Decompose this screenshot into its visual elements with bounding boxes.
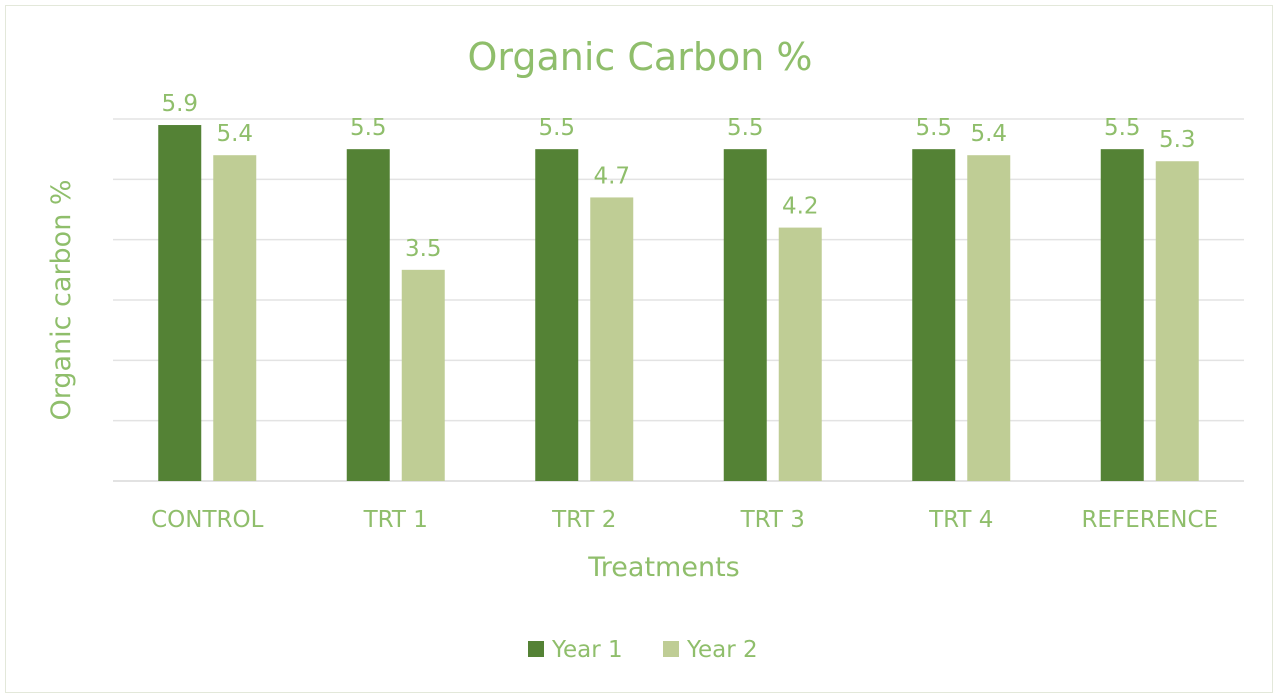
data-label: 4.7 [593, 163, 630, 189]
bar [723, 149, 767, 481]
data-label: 5.5 [350, 115, 387, 141]
bar [778, 227, 822, 481]
y-axis-title: Organic carbon % [46, 179, 77, 420]
legend-label: Year 2 [686, 637, 758, 663]
category-label: CONTROL [151, 507, 264, 533]
category-labels: CONTROL TRT 1 TRT 2 TRT 3 TRT 4 REFERENCE [151, 507, 1218, 533]
bar [158, 125, 202, 482]
data-label: 5.5 [915, 115, 952, 141]
chart-title: Organic Carbon % [468, 35, 813, 79]
data-labels: 5.9 5.4 5.5 3.5 5.5 4.7 5.5 4.2 5.5 5.4 5.5 5.3 [161, 91, 1195, 262]
data-label: 5.4 [216, 121, 253, 147]
category-label: REFERENCE [1081, 507, 1218, 533]
data-label: 5.5 [538, 115, 575, 141]
data-label: 5.5 [727, 115, 764, 141]
data-label: 5.3 [1159, 127, 1196, 153]
bar [590, 197, 634, 481]
category-label: TRT 2 [551, 507, 616, 533]
category-label: TRT 3 [740, 507, 805, 533]
data-label: 5.5 [1104, 115, 1141, 141]
data-label: 5.4 [970, 121, 1007, 147]
legend-swatch [663, 641, 679, 657]
bar [213, 155, 257, 481]
data-label: 3.5 [405, 236, 442, 262]
data-label: 4.2 [782, 194, 819, 220]
bar [346, 149, 390, 481]
legend-swatch [528, 641, 544, 657]
data-label: 5.9 [161, 91, 198, 117]
bar [912, 149, 956, 481]
legend-label: Year 1 [551, 637, 623, 663]
bar [401, 269, 445, 481]
bar [1155, 161, 1199, 481]
bars [158, 125, 1199, 482]
gridlines [113, 118, 1244, 482]
chart-area [5, 5, 1273, 693]
x-axis-title: Treatments [587, 552, 739, 583]
bar [967, 155, 1011, 481]
bar [535, 149, 579, 481]
legend: Year 1 Year 2 [528, 637, 758, 663]
bar [1100, 149, 1144, 481]
category-label: TRT 4 [928, 507, 993, 533]
category-label: TRT 1 [363, 507, 428, 533]
